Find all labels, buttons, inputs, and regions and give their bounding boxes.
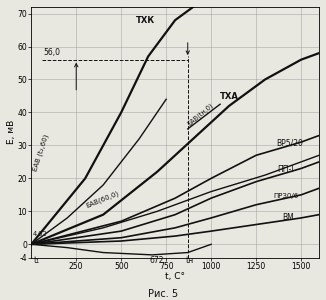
- Text: EАВ(tн,0): EАВ(tн,0): [186, 101, 215, 127]
- Text: ВМ: ВМ: [282, 213, 294, 222]
- Y-axis label: E, мВ: E, мВ: [7, 120, 16, 144]
- Text: ПП-I: ПП-I: [278, 165, 294, 174]
- Text: EАВ (t₂,60): EАВ (t₂,60): [32, 134, 50, 172]
- Text: ТХК: ТХК: [136, 16, 155, 26]
- Text: ВР5/20: ВР5/20: [276, 138, 303, 147]
- Text: 672: 672: [149, 256, 164, 266]
- Text: 4,02: 4,02: [33, 231, 48, 237]
- Text: ПРЗ0/6: ПРЗ0/6: [273, 193, 298, 199]
- X-axis label: t, C°: t, C°: [165, 272, 185, 281]
- Text: EАВ(60,0): EАВ(60,0): [85, 190, 120, 209]
- Text: 56,0: 56,0: [43, 48, 60, 57]
- Text: Рис. 5: Рис. 5: [148, 289, 178, 299]
- Text: tн: tн: [185, 256, 194, 266]
- Text: t₁: t₁: [34, 256, 40, 266]
- Text: ТХА: ТХА: [220, 92, 239, 101]
